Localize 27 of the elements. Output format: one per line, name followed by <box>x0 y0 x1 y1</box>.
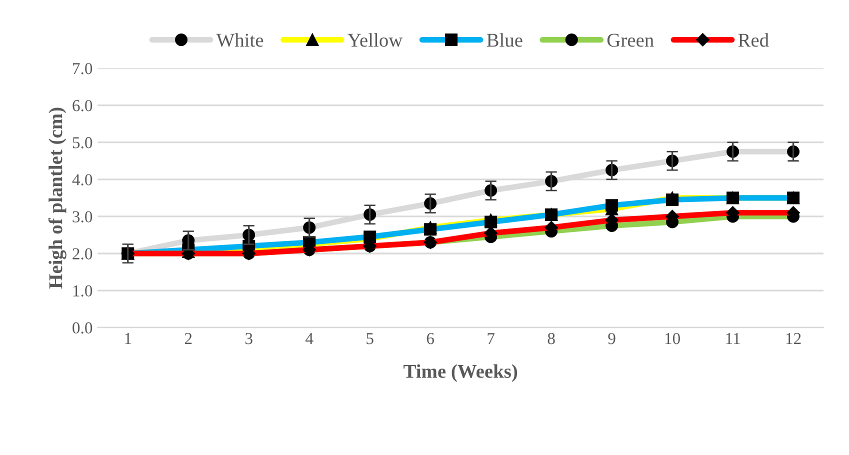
x-tick-label: 3 <box>245 332 252 344</box>
x-tick-label: 10 <box>665 332 680 344</box>
y-tick-label: 3.0 <box>72 211 92 222</box>
y-tick-label: 4.0 <box>72 174 92 186</box>
legend-label: Yellow <box>348 33 403 47</box>
x-axis-title: Time (Weeks) <box>404 364 518 382</box>
x-tick-label: 6 <box>426 332 434 344</box>
legend-label: Red <box>738 33 769 47</box>
y-axis-title: Heigh of plantlet (cm) <box>48 108 66 289</box>
legend-label: White <box>216 33 264 47</box>
x-tick-label: 1 <box>125 333 132 344</box>
y-tick-label: 5.0 <box>72 137 92 148</box>
x-tick-label: 4 <box>306 333 314 344</box>
x-tick-label: 7 <box>488 333 495 344</box>
y-tick-label: 1.0 <box>73 285 92 297</box>
x-tick-label: 9 <box>608 332 616 344</box>
y-tick-label: 0.0 <box>72 322 92 334</box>
x-tick-label: 2 <box>184 332 192 344</box>
x-tick-label: 5 <box>366 333 374 344</box>
x-tick-label: 11 <box>726 333 740 344</box>
y-tick-label: 2.0 <box>72 248 92 260</box>
legend-label: Green <box>607 34 654 47</box>
y-tick-label: 7.0 <box>73 62 92 74</box>
x-tick-label: 12 <box>786 332 801 344</box>
y-tick-label: 6.0 <box>72 100 92 112</box>
x-tick-label: 8 <box>548 332 555 344</box>
legend-label: Blue <box>486 33 522 47</box>
